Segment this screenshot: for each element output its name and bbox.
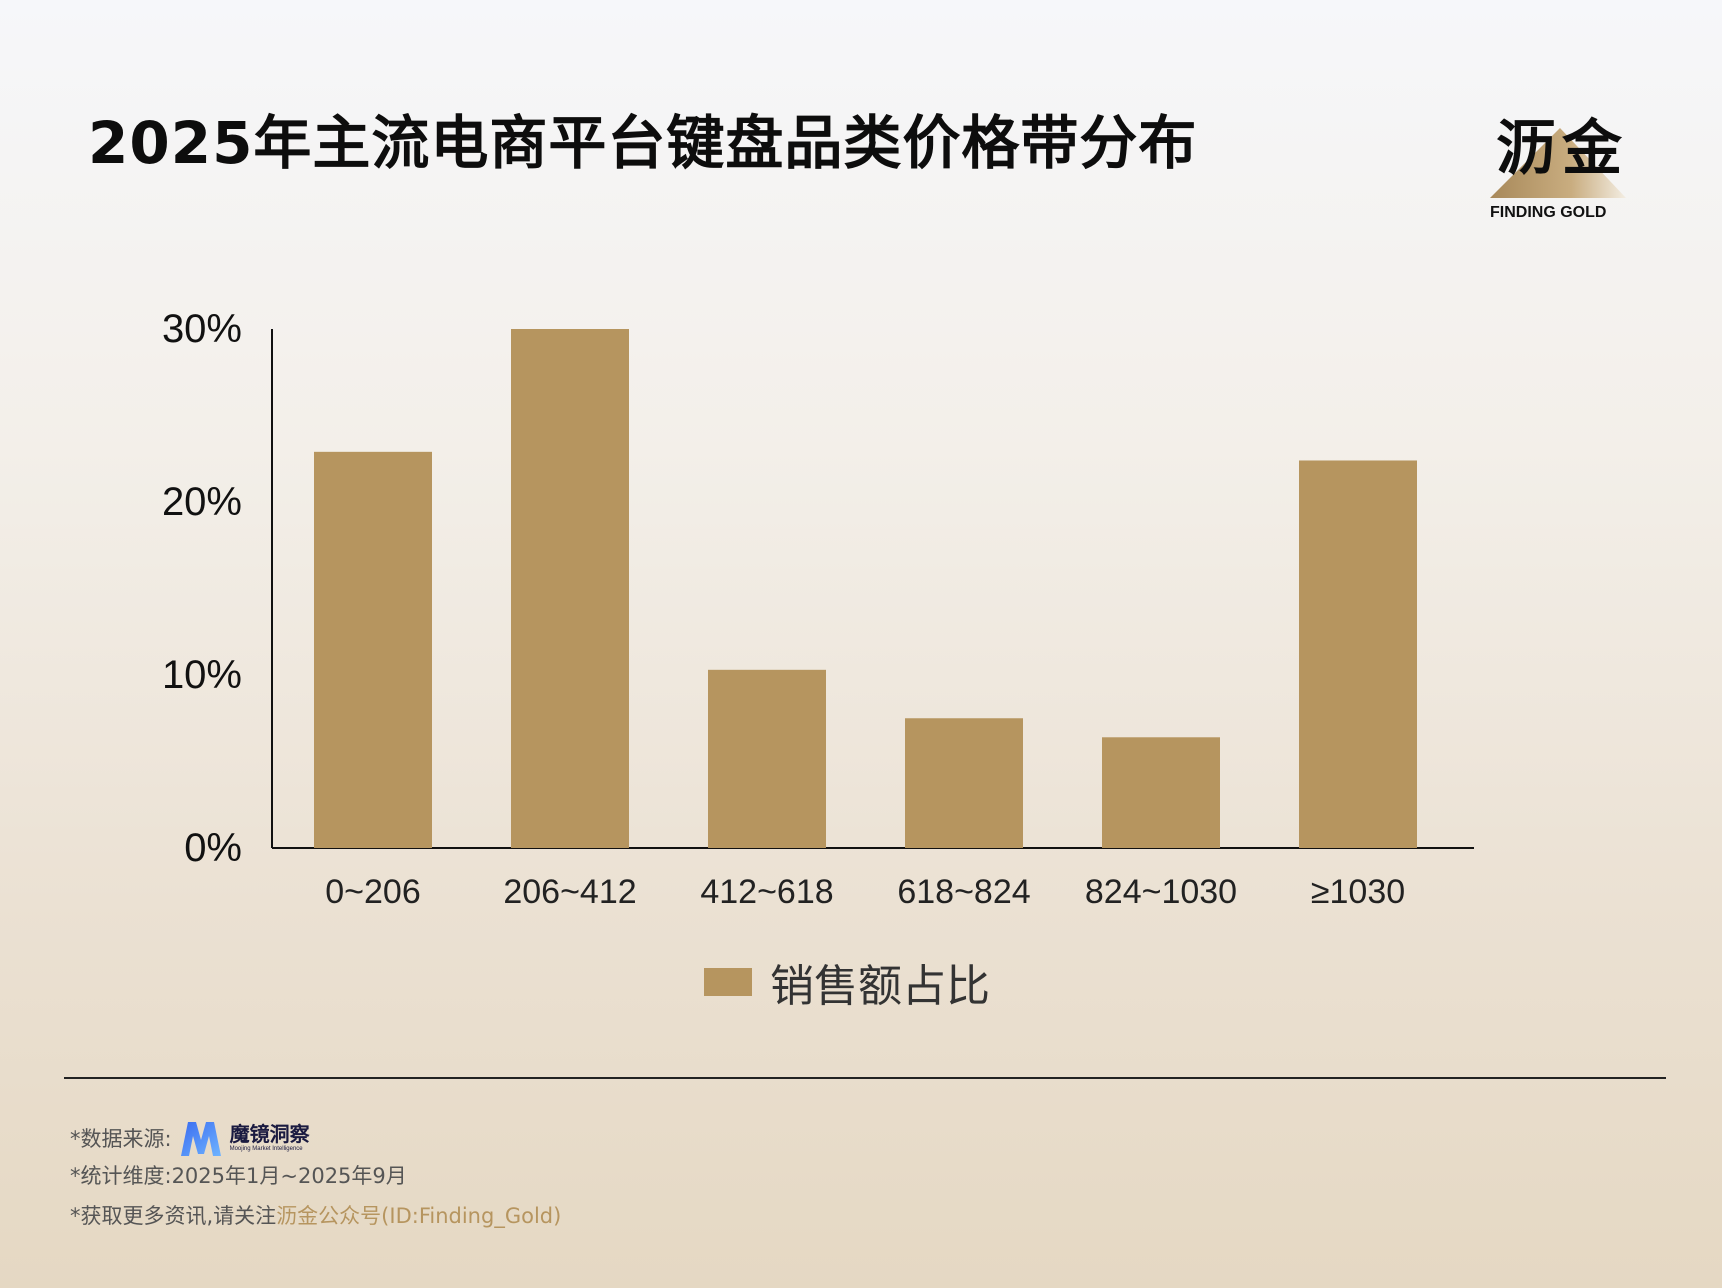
bar-chart: 0% 10% 20% 30% 0~206 206~412 412~618 618~824 824… <box>162 307 1474 911</box>
legend-swatch <box>704 968 752 996</box>
moojing-m-icon <box>180 1122 221 1156</box>
brand-name: 魔镜洞察 <box>229 1122 310 1146</box>
chart-legend: 销售额占比 <box>704 952 990 1012</box>
footer-more-prefix: *获取更多资讯,请关注 <box>70 1204 277 1228</box>
bar <box>1299 460 1417 848</box>
x-tick-label: 0~206 <box>325 873 421 911</box>
brand-logo: 沥金 FINDING GOLD <box>1488 100 1638 230</box>
bar <box>1102 737 1220 848</box>
y-tick-label: 10% <box>162 653 242 697</box>
y-tick-label: 20% <box>162 480 242 524</box>
bar <box>708 669 826 848</box>
x-tick-label: 412~618 <box>700 873 833 911</box>
footer-period: *统计维度:2025年1月~2025年9月 <box>70 1164 407 1188</box>
source-label: *数据来源: <box>70 1127 172 1151</box>
logo-subtitle: FINDING GOLD <box>1490 204 1607 221</box>
x-tick-label: 824~1030 <box>1085 873 1237 911</box>
footer-more-highlight: 沥金公众号(ID:Finding_Gold) <box>276 1204 562 1228</box>
footer-more: *获取更多资讯,请关注沥金公众号(ID:Finding_Gold) <box>70 1200 561 1230</box>
brand-english: Moojing Market Intelligence <box>229 1146 303 1152</box>
logo-name: 沥金 <box>1496 114 1628 184</box>
legend-label: 销售额占比 <box>770 961 990 1012</box>
x-tick-label: 618~824 <box>897 873 1030 911</box>
y-tick-label: 30% <box>162 307 242 351</box>
footer-divider <box>64 1077 1666 1079</box>
y-tick-label: 0% <box>184 826 242 870</box>
bar <box>314 451 432 848</box>
bar <box>905 718 1023 848</box>
page-title: 2025年主流电商平台键盘品类价格带分布 <box>88 109 1198 177</box>
x-tick-label: ≥1030 <box>1311 873 1405 911</box>
footer-source: *数据来源: 魔镜洞察 Moojing Market Intelligence <box>70 1118 310 1158</box>
bar <box>511 329 629 848</box>
x-tick-label: 206~412 <box>503 873 636 911</box>
logo-triangle-icon <box>1490 128 1626 198</box>
source-brand: 魔镜洞察 Moojing Market Intelligence <box>178 1118 310 1158</box>
